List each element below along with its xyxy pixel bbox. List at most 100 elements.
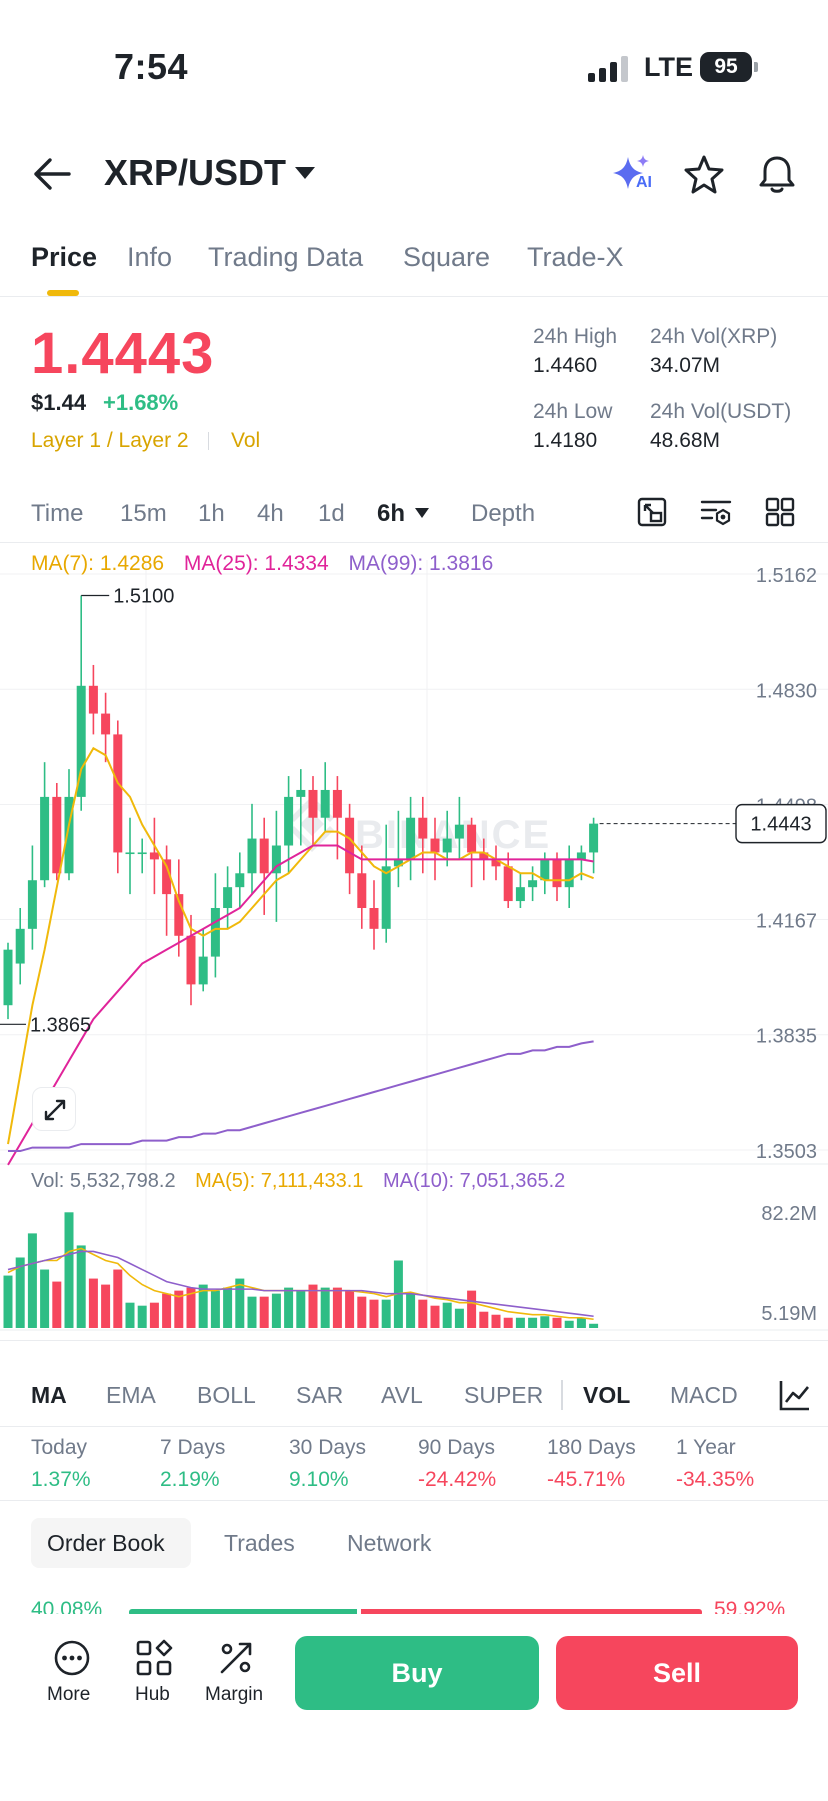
performance-value: -34.35%	[676, 1468, 755, 1491]
bell-notification-icon[interactable]	[758, 154, 796, 194]
performance-value: 2.19%	[160, 1468, 220, 1491]
volume-axis-label: 82.2M	[761, 1203, 817, 1225]
volume-bar	[284, 1287, 294, 1328]
ma7-legend: MA(7): 1.4286	[31, 552, 165, 575]
volume-bar	[198, 1284, 208, 1328]
indicator-vol[interactable]: VOL	[583, 1382, 631, 1408]
interval-1d[interactable]: 1d	[318, 500, 345, 527]
status-time: 7:54	[114, 46, 189, 87]
tab-order-book[interactable]: Order Book	[47, 1530, 165, 1556]
interval-4h[interactable]: 4h	[257, 500, 284, 527]
candle-body	[540, 859, 550, 881]
buy-button[interactable]: Buy	[295, 1636, 539, 1710]
volume-bar	[540, 1316, 550, 1328]
stat-24h-low-label: 24h Low	[533, 400, 613, 423]
more-label[interactable]: More	[47, 1684, 91, 1705]
volume-bar	[479, 1311, 489, 1328]
category-tag[interactable]: Layer 1 / Layer 2	[31, 429, 189, 452]
ai-sparkle-icon[interactable]: AI	[612, 155, 654, 193]
tab-trade-x[interactable]: Trade-X	[527, 242, 624, 272]
candle-body	[357, 873, 367, 909]
candle-body	[223, 887, 233, 909]
volume-bar	[454, 1308, 464, 1328]
tab-network[interactable]: Network	[347, 1530, 432, 1556]
candle-body	[198, 956, 208, 985]
tab-trading-data[interactable]: Trading Data	[208, 242, 364, 272]
volume-bar	[3, 1275, 13, 1328]
performance-label: 90 Days	[418, 1436, 496, 1459]
candle-body	[320, 789, 330, 818]
favorite-star-icon[interactable]	[684, 154, 724, 194]
volume-bar	[259, 1296, 269, 1328]
indicator-macd[interactable]: MACD	[670, 1382, 738, 1408]
candle-body	[52, 796, 62, 874]
sell-button[interactable]: Sell	[556, 1636, 798, 1710]
fullscreen-chart-icon[interactable]	[637, 497, 667, 527]
back-arrow-icon[interactable]	[32, 156, 72, 192]
more-button[interactable]	[52, 1638, 92, 1683]
candle-body	[564, 859, 574, 888]
caret-down-icon[interactable]	[294, 165, 316, 181]
candle-body	[308, 789, 318, 818]
candle-body	[528, 880, 538, 888]
interval-15m[interactable]: 15m	[120, 500, 167, 527]
interval-depth[interactable]: Depth	[471, 500, 536, 527]
volume-bar	[15, 1257, 25, 1328]
interval-6h[interactable]: 6h	[377, 500, 406, 527]
volume-bar	[442, 1302, 452, 1328]
indicator-super[interactable]: SUPER	[464, 1382, 544, 1408]
high-marker-label: 1.5100	[113, 586, 174, 608]
battery-icon: 95	[700, 52, 758, 82]
candle-body	[125, 852, 135, 855]
volume-bar	[308, 1284, 318, 1328]
watermark: BINANCE	[355, 813, 551, 857]
price-axis-label: 1.4167	[756, 910, 817, 932]
layout-grid-icon[interactable]	[765, 497, 795, 527]
expand-chart-button[interactable]	[32, 1087, 76, 1131]
pair-title[interactable]: XRP/USDT	[104, 152, 287, 193]
indicator-ma[interactable]: MA	[31, 1382, 67, 1408]
tab-info[interactable]: Info	[127, 242, 173, 272]
performance-label: Today	[31, 1436, 88, 1459]
volume-bar	[40, 1269, 50, 1328]
vol-legend: Vol: 5,532,798.2	[31, 1170, 176, 1192]
indicator-settings-icon[interactable]	[778, 1378, 812, 1412]
stat-24h-low-value: 1.4180	[533, 429, 598, 452]
candle-body	[76, 685, 86, 797]
performance-label: 30 Days	[289, 1436, 367, 1459]
candle-body	[503, 866, 513, 902]
tab-trades[interactable]: Trades	[224, 1530, 295, 1556]
tab-square[interactable]: Square	[403, 242, 491, 272]
ma25-line	[7, 844, 594, 1166]
volume-bar	[296, 1290, 306, 1328]
ma99-line	[8, 1040, 594, 1153]
candlestick-chart[interactable]: BINANCE 1.51621.48301.44981.41671.38351.…	[0, 540, 828, 1340]
tab-price[interactable]: Price	[31, 242, 98, 272]
indicator-boll[interactable]: BOLL	[197, 1382, 256, 1408]
indicator-ema[interactable]: EMA	[106, 1382, 156, 1408]
interval-caret-icon[interactable]	[414, 507, 430, 519]
interval-1h[interactable]: 1h	[198, 500, 225, 527]
time-axis-label: 2026-04-24 06:00	[348, 1339, 506, 1340]
candle-body	[381, 866, 391, 929]
last-price: 1.4443	[31, 321, 215, 386]
indicator-avl[interactable]: AVL	[381, 1382, 423, 1408]
interval-time[interactable]: Time	[31, 500, 84, 527]
hub-label[interactable]: Hub	[135, 1684, 170, 1705]
margin-button[interactable]	[216, 1638, 256, 1683]
vol-tag[interactable]: Vol	[231, 429, 261, 452]
volume-bar	[247, 1296, 257, 1328]
volume-bar	[27, 1233, 37, 1328]
hub-button[interactable]	[134, 1638, 174, 1683]
indicator-divider-line	[0, 1426, 828, 1427]
candle-body	[113, 734, 123, 853]
candle-body	[418, 817, 428, 839]
chart-settings-icon[interactable]	[700, 497, 732, 527]
sell-depth-bar	[361, 1609, 702, 1616]
indicator-sar[interactable]: SAR	[296, 1382, 344, 1408]
candle-body	[369, 908, 379, 929]
volume-bar	[210, 1290, 220, 1328]
margin-label[interactable]: Margin	[205, 1684, 264, 1705]
ai-badge-label: AI	[636, 174, 652, 191]
volume-bar	[528, 1317, 538, 1328]
